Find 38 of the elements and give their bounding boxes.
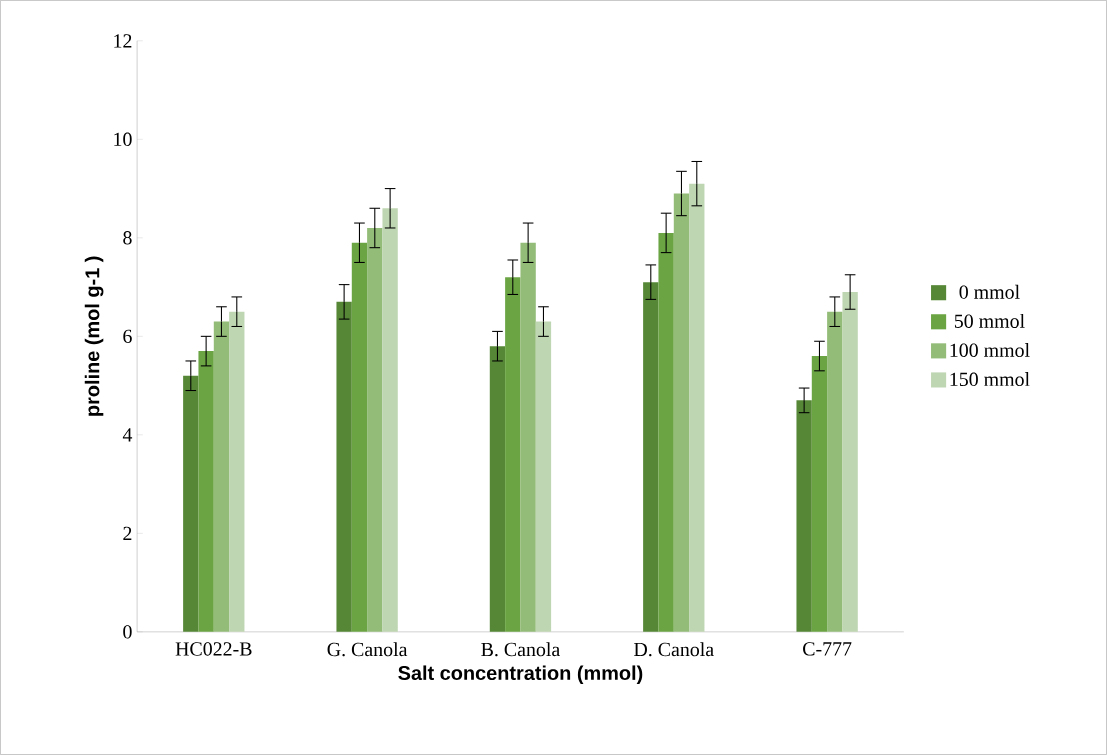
bar	[351, 242, 368, 632]
bar	[213, 321, 230, 632]
bar	[535, 321, 552, 632]
x-tick-label: HC022-B	[175, 642, 252, 656]
x-tick-label: G. Canola	[327, 642, 408, 657]
bar	[673, 193, 690, 632]
bar	[183, 375, 199, 632]
bar	[229, 311, 245, 632]
y-tick-label: 12	[114, 34, 132, 48]
x-tick-label: B. Canola	[481, 642, 560, 657]
legend-label: 100 mmol	[950, 342, 1030, 357]
bar	[382, 208, 398, 632]
bar	[367, 227, 383, 632]
bar	[842, 292, 858, 632]
legend-label: 150 mmol	[950, 372, 1030, 387]
legend-label: 0 mmol	[959, 284, 1020, 299]
x-axis-title: Salt concentration (mmol)	[398, 665, 643, 684]
bar	[489, 346, 506, 632]
y-axis-title: proline (mol g-1 )	[84, 256, 104, 416]
y-tick-label: 0	[123, 625, 132, 639]
bar	[796, 400, 812, 632]
y-tick-label: 4	[122, 428, 133, 442]
bar	[658, 232, 674, 632]
x-tick-label: C-777	[803, 642, 852, 656]
bar	[505, 277, 521, 632]
y-tick-label: 10	[114, 132, 132, 147]
y-tick-label: 2	[123, 526, 132, 540]
legend-label: 50 mmol	[954, 313, 1025, 328]
bar	[827, 311, 843, 632]
bar	[689, 183, 705, 632]
x-tick-label: D. Canola	[634, 642, 714, 657]
y-tick-label: 6	[123, 329, 132, 344]
bar	[520, 242, 536, 632]
bar	[336, 301, 352, 632]
bar	[198, 351, 214, 632]
y-tick-label: 8	[123, 231, 132, 245]
bar	[811, 356, 828, 632]
bar	[643, 282, 659, 632]
